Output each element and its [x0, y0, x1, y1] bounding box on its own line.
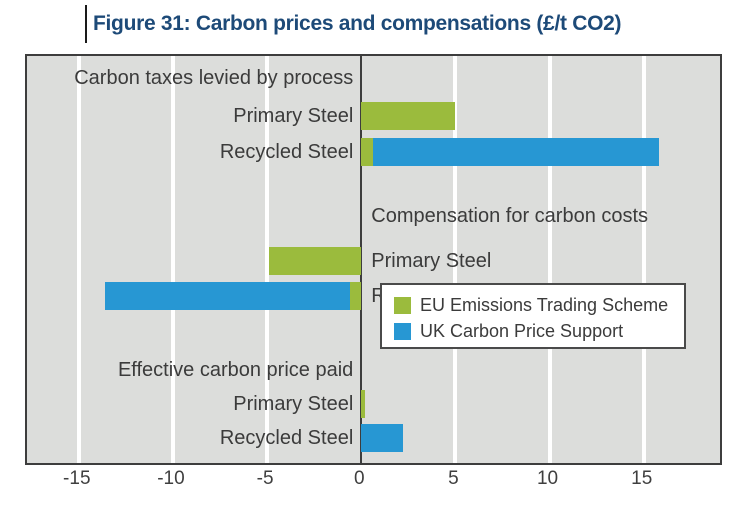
gridline: [547, 56, 552, 463]
legend-swatch: [394, 296, 411, 314]
x-axis-label: -5: [256, 468, 274, 489]
row-label: Recycled Steel: [219, 427, 354, 449]
x-axis-label: 0: [353, 468, 365, 489]
section-header: Compensation for carbon costs: [371, 205, 649, 227]
figure-title-block: Figure 31: Carbon prices and compensatio…: [85, 4, 621, 44]
gridline: [641, 56, 646, 463]
bar-segment: [268, 247, 362, 275]
gridline: [453, 56, 458, 463]
legend-swatch: [394, 322, 411, 340]
row-label: Primary Steel: [371, 250, 492, 272]
legend-label: UK Carbon Price Support: [420, 320, 624, 341]
gridline: [76, 56, 81, 463]
x-axis-label: 10: [536, 468, 559, 489]
x-axis-label: 5: [448, 468, 459, 489]
bar-segment: [361, 390, 366, 418]
bar-segment: [105, 282, 350, 310]
x-axis-label: -15: [63, 468, 91, 489]
row-label: Primary Steel: [233, 393, 354, 415]
legend-item: UK Carbon Price Support: [394, 318, 674, 344]
legend-item: EU Emissions Trading Scheme: [394, 292, 674, 318]
zero-axis-line: [360, 56, 363, 463]
x-axis-label: 15: [631, 468, 653, 489]
section-header: Carbon taxes levied by process: [74, 67, 354, 89]
bar-segment: [361, 424, 403, 452]
bar-segment: [372, 138, 659, 166]
figure-title: Figure 31: Carbon prices and compensatio…: [93, 12, 622, 35]
gridline: [265, 56, 270, 463]
row-label: Recycled Steel: [219, 141, 354, 163]
row-label: Primary Steel: [233, 105, 354, 127]
bar-segment: [361, 138, 373, 166]
bar-segment: [361, 102, 456, 130]
gridline: [170, 56, 175, 463]
title-accent-bar: [85, 5, 87, 43]
x-axis-label: -10: [157, 468, 185, 489]
legend-label: EU Emissions Trading Scheme: [420, 294, 669, 315]
legend: EU Emissions Trading Scheme UK Carbon Pri…: [380, 283, 686, 349]
bar-segment: [349, 282, 362, 310]
chart-plot-area: Carbon taxes levied by process Primary St…: [25, 54, 722, 465]
section-header: Effective carbon price paid: [117, 359, 354, 381]
